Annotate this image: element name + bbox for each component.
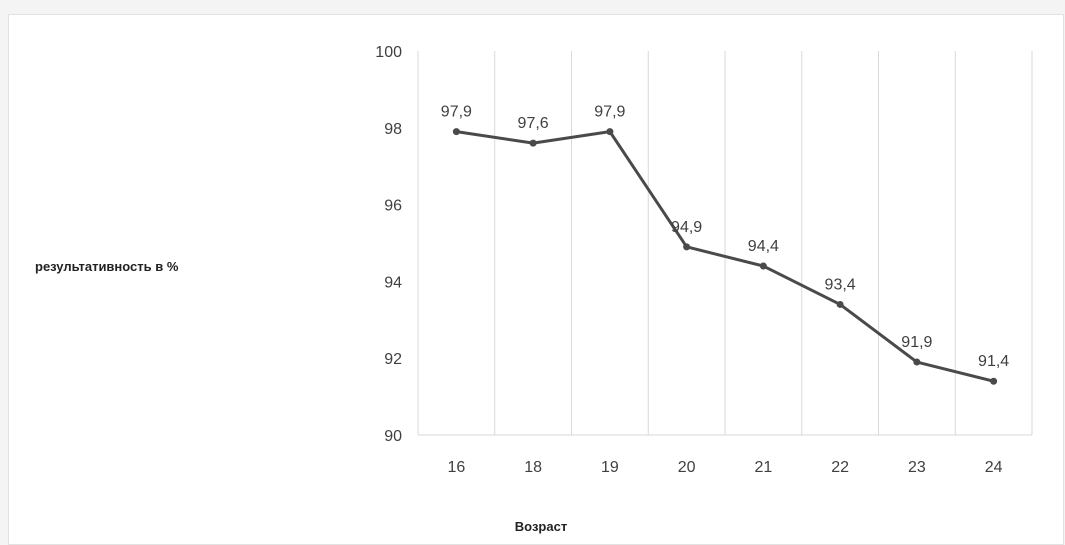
data-label: 93,4 — [825, 276, 856, 293]
y-tick-label: 94 — [384, 274, 402, 291]
data-label: 94,9 — [671, 219, 702, 236]
y-tick-label: 92 — [384, 351, 402, 368]
x-tick-label: 24 — [985, 459, 1003, 476]
y-tick-label: 98 — [384, 121, 402, 138]
x-tick-labels: 16 18 19 20 21 22 23 24 — [447, 459, 1002, 476]
x-tick-label: 16 — [447, 459, 465, 476]
data-point — [759, 262, 767, 270]
y-tick-label: 96 — [384, 198, 402, 215]
x-tick-label: 18 — [524, 459, 542, 476]
data-label: 97,9 — [594, 104, 625, 121]
data-point — [836, 300, 844, 308]
x-axis-label: Возраст — [515, 519, 567, 534]
data-point — [606, 128, 614, 136]
data-point — [529, 139, 537, 147]
gridlines — [417, 51, 1033, 436]
y-tick-label: 100 — [375, 44, 402, 61]
data-label: 97,9 — [441, 104, 472, 121]
y-tick-labels: 90 92 94 96 98 100 — [375, 44, 402, 445]
x-tick-label: 22 — [831, 459, 849, 476]
y-axis-label: результативность в % — [35, 259, 179, 274]
data-labels: 97,9 97,6 97,9 94,9 94,4 93,4 91,9 91,4 — [441, 104, 1009, 371]
x-tick-label: 21 — [754, 459, 772, 476]
data-label: 91,4 — [978, 353, 1009, 370]
x-tick-label: 20 — [678, 459, 696, 476]
chart-frame — [8, 14, 1064, 545]
data-label: 94,4 — [748, 238, 779, 255]
x-tick-label: 19 — [601, 459, 619, 476]
series-line — [456, 130, 994, 383]
data-label: 91,9 — [901, 334, 932, 351]
data-point — [913, 358, 921, 366]
data-point — [990, 377, 998, 385]
data-point — [683, 243, 691, 251]
series-line-path — [456, 130, 994, 383]
x-tick-label: 23 — [908, 459, 926, 476]
y-tick-label: 90 — [384, 428, 402, 445]
data-point — [452, 128, 460, 136]
data-label: 97,6 — [518, 115, 549, 132]
data-points — [452, 128, 998, 385]
